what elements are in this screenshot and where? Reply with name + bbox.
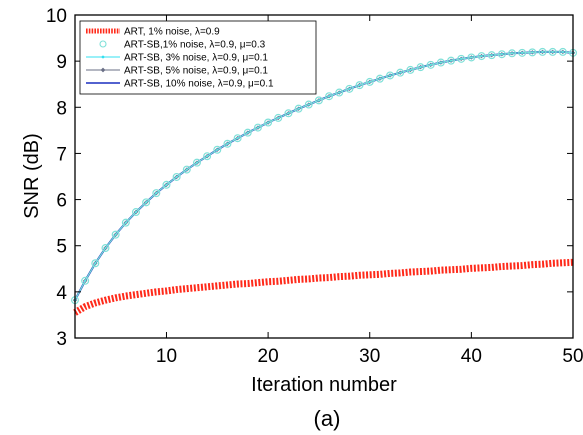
- legend-marker: [101, 55, 105, 59]
- data-point: [538, 47, 547, 56]
- y-tick-label: 3: [56, 329, 67, 350]
- y-tick-label: 7: [56, 144, 67, 165]
- series-line: [73, 258, 574, 316]
- y-axis-title: SNR (dB): [21, 133, 43, 219]
- data-point: [325, 92, 334, 101]
- data-point: [487, 51, 496, 60]
- data-point: [274, 113, 283, 122]
- legend-label: ART-SB,1% noise, λ=0.9, μ=0.3: [124, 40, 266, 51]
- data-point: [335, 88, 344, 97]
- legend-label: ART, 1% noise, λ=0.9: [124, 27, 220, 38]
- y-tick-label: 5: [56, 237, 67, 258]
- legend-label: ART-SB, 10% noise, λ=0.9, μ=0.1: [124, 79, 274, 90]
- legend-item: ART-SB,1% noise, λ=0.9, μ=0.3: [99, 40, 266, 51]
- y-tick-label: 6: [56, 191, 67, 212]
- y-tick-label: 10: [46, 6, 67, 27]
- data-point: [416, 63, 425, 72]
- data-point: [508, 49, 517, 58]
- x-tick-label: 40: [461, 346, 482, 367]
- legend-item: ART, 1% noise, λ=0.9: [86, 27, 220, 38]
- data-point: [223, 139, 232, 148]
- data-point: [253, 123, 262, 132]
- data-point: [111, 230, 120, 239]
- data-point: [142, 198, 151, 207]
- data-point: [558, 47, 567, 56]
- data-point: [345, 84, 354, 93]
- data-point: [284, 109, 293, 118]
- x-tick-label: 10: [156, 346, 177, 367]
- data-point: [457, 54, 466, 63]
- data-point: [548, 47, 557, 56]
- legend-swatch: [99, 40, 107, 48]
- data-point: [264, 118, 273, 127]
- data-point: [497, 50, 506, 59]
- x-tick-label: 30: [359, 346, 380, 367]
- legend-marker: [100, 67, 106, 73]
- data-point: [233, 134, 242, 143]
- axis-ticks: 10 20 30 40 50 3 4 5 6 7 8 9 10: [46, 6, 583, 367]
- x-axis-title: Iteration number: [251, 374, 397, 396]
- series-2: [70, 47, 577, 305]
- data-point: [172, 172, 181, 181]
- data-point: [162, 180, 171, 189]
- data-point: [386, 71, 395, 80]
- data-point: [355, 81, 364, 90]
- y-tick-label: 4: [56, 283, 67, 304]
- data-point: [477, 52, 486, 61]
- legend-item: ART-SB, 5% noise, λ=0.9, μ=0.1: [86, 66, 268, 77]
- data-point: [314, 96, 323, 105]
- data-point: [467, 53, 476, 62]
- x-tick-label: 20: [258, 346, 279, 367]
- data-point: [375, 74, 384, 83]
- data-point: [203, 152, 212, 161]
- data-point: [131, 208, 140, 217]
- plot-marks: [70, 47, 577, 316]
- series-line: [74, 51, 574, 301]
- data-point: [528, 48, 537, 57]
- data-point: [81, 276, 90, 285]
- data-point: [182, 165, 191, 174]
- legend-item: ART-SB, 3% noise, λ=0.9, μ=0.1: [86, 53, 268, 64]
- data-point: [294, 104, 303, 113]
- data-point: [304, 100, 313, 109]
- data-point: [396, 68, 405, 77]
- data-point: [192, 158, 201, 167]
- data-point: [426, 60, 435, 69]
- data-point: [447, 56, 456, 65]
- y-tick-label: 9: [56, 52, 67, 73]
- legend: ART, 1% noise, λ=0.9 ART-SB,1% noise, λ=0…: [79, 20, 317, 95]
- series-1: [73, 258, 574, 316]
- data-point: [243, 128, 252, 137]
- y-tick-label: 8: [56, 98, 67, 119]
- data-point: [436, 58, 445, 67]
- legend-item: ART-SB, 10% noise, λ=0.9, μ=0.1: [86, 79, 274, 90]
- x-tick-label: 50: [562, 346, 583, 367]
- data-point: [518, 48, 527, 57]
- figure-caption: (a): [314, 406, 341, 431]
- data-point: [365, 77, 374, 86]
- data-point: [213, 145, 222, 154]
- plot-frame: [74, 14, 574, 339]
- data-point: [121, 218, 130, 227]
- legend-label: ART-SB, 5% noise, λ=0.9, μ=0.1: [124, 66, 268, 77]
- data-point: [406, 65, 415, 74]
- data-point: [152, 189, 161, 198]
- data-point: [91, 259, 100, 268]
- legend-label: ART-SB, 3% noise, λ=0.9, μ=0.1: [124, 53, 268, 64]
- data-point: [101, 244, 110, 253]
